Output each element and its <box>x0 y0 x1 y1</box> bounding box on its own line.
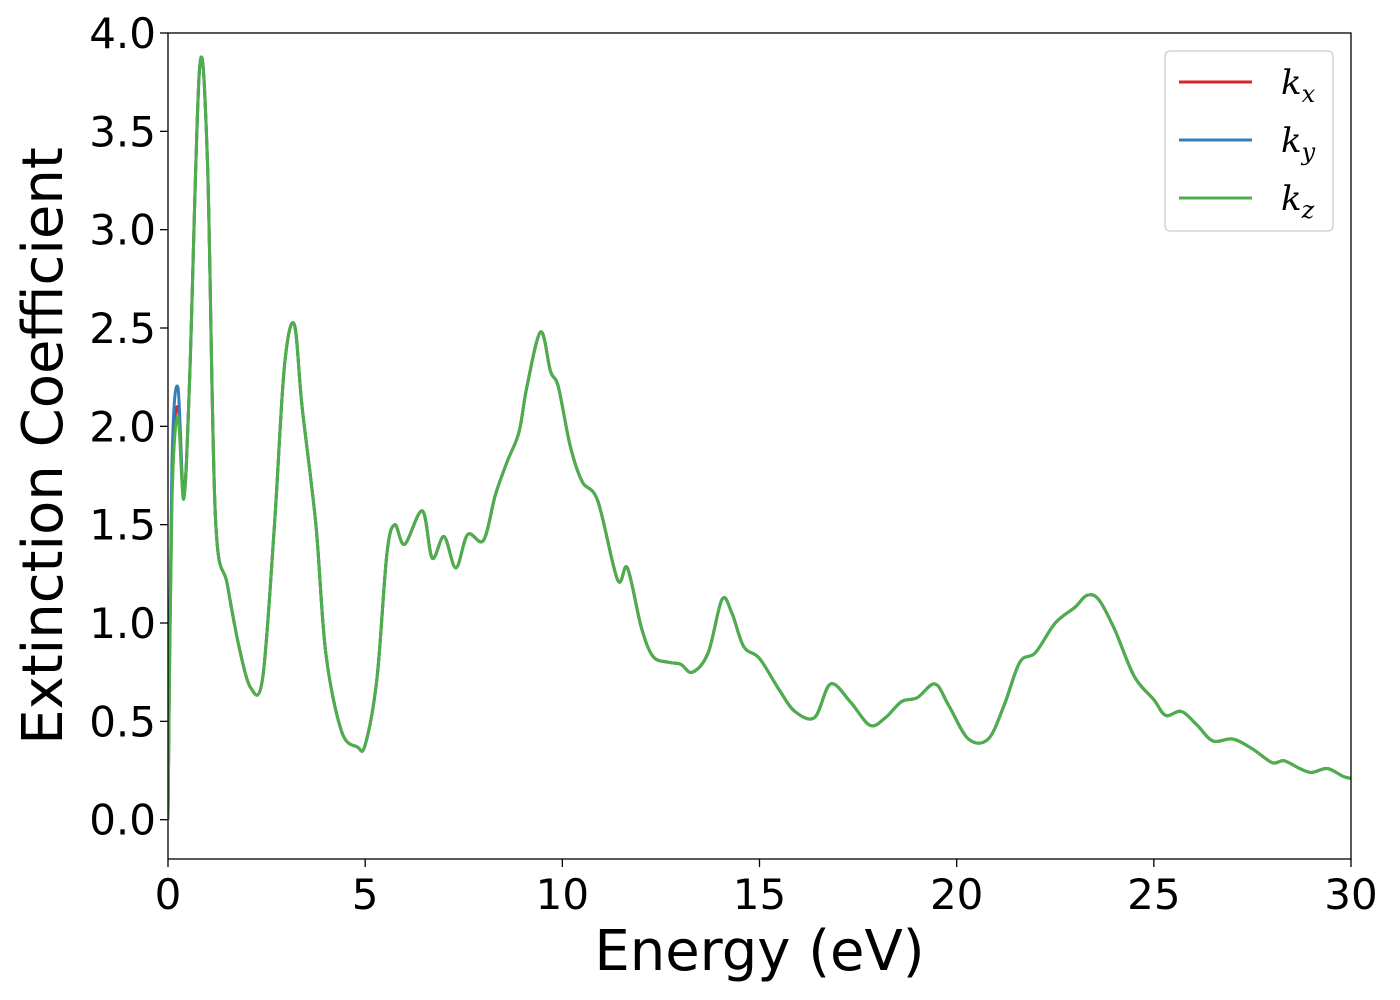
y-tick-label: 1.0 <box>89 599 156 648</box>
y-tick-label: 2.0 <box>89 402 156 451</box>
x-tick-label: 20 <box>930 870 983 919</box>
y-tick-label: 0.0 <box>89 796 156 845</box>
y-tick-label: 2.5 <box>89 304 156 353</box>
y-axis-title: Extinction Coefficient <box>11 147 76 745</box>
y-tick-label: 1.5 <box>89 501 156 550</box>
series-layer <box>168 55 1351 820</box>
y-axis: 0.0 0.5 1.0 1.5 2.0 2.5 3.0 3.5 4.0 <box>89 9 168 845</box>
y-tick-label: 3.5 <box>89 107 156 156</box>
legend-label-x: kx <box>1281 63 1316 108</box>
legend: kx ky kz <box>1164 50 1334 232</box>
x-tick-label: 25 <box>1127 870 1180 919</box>
legend-label-y: ky <box>1281 121 1316 166</box>
x-tick-label: 10 <box>536 870 589 919</box>
legend-label-z: kz <box>1281 179 1315 224</box>
x-tick-label: 15 <box>733 870 786 919</box>
x-tick-label: 30 <box>1324 870 1377 919</box>
x-axis-title: Energy (eV) <box>594 919 924 984</box>
y-tick-label: 4.0 <box>89 9 156 58</box>
x-axis: 0 5 10 15 20 25 30 <box>155 859 1378 919</box>
series-line-z <box>168 55 1351 820</box>
y-tick-label: 0.5 <box>89 697 156 746</box>
x-tick-label: 0 <box>155 870 182 919</box>
y-tick-label: 3.0 <box>89 206 156 255</box>
x-tick-label: 5 <box>352 870 379 919</box>
